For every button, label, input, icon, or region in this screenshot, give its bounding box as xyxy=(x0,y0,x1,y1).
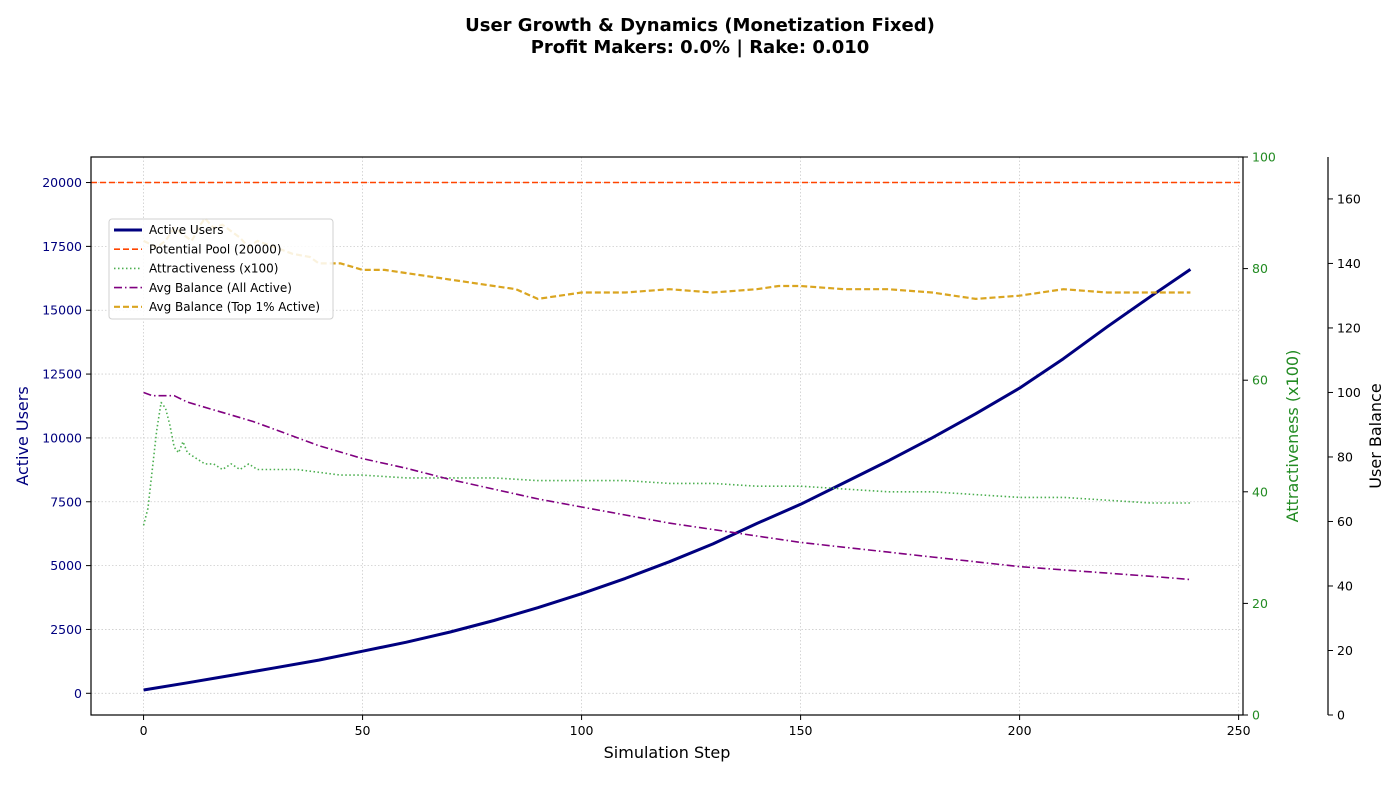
x-axis-label: Simulation Step xyxy=(604,743,731,762)
far-right-tick-label: 40 xyxy=(1337,578,1353,593)
legend-label: Avg Balance (Top 1% Active) xyxy=(149,300,320,314)
legend-box xyxy=(108,218,334,320)
right-axis-label: Attractiveness (x100) xyxy=(1283,350,1302,523)
legend-label: Attractiveness (x100) xyxy=(149,262,279,276)
legend-label: Potential Pool (20000) xyxy=(149,242,282,256)
right-tick-label: 80 xyxy=(1252,261,1268,276)
x-tick-label: 150 xyxy=(789,723,813,738)
series-line-0 xyxy=(143,268,1192,692)
right-tick-label: 20 xyxy=(1252,596,1268,611)
left-tick-label: 5000 xyxy=(50,558,82,573)
far-right-tick-label: 20 xyxy=(1337,643,1353,658)
legend: Active Users Potential Pool (20000) Attrac… xyxy=(108,218,334,320)
left-axis-label: Active Users xyxy=(13,386,32,485)
left-axis: 0 2500 5000 7500 10000 12500 15000 17500 20000 xyxy=(42,175,91,701)
series-line-2 xyxy=(142,401,1191,526)
x-tick-label: 0 xyxy=(140,723,148,738)
left-tick-label: 15000 xyxy=(42,303,82,318)
chart-subtitle: Profit Makers: 0.0% | Rake: 0.010 xyxy=(531,37,870,58)
legend-label: Avg Balance (All Active) xyxy=(149,281,292,295)
x-tick-label: 50 xyxy=(355,723,371,738)
legend-label: Active Users xyxy=(149,223,224,237)
far-right-tick-label: 120 xyxy=(1337,320,1361,335)
right-tick-label: 100 xyxy=(1252,150,1276,165)
chart-title: User Growth & Dynamics (Monetization Fix… xyxy=(465,15,935,36)
left-tick-label: 20000 xyxy=(42,175,82,190)
right-tick-label: 40 xyxy=(1252,484,1268,499)
far-right-tick-label: 160 xyxy=(1337,191,1361,206)
x-tick-label: 250 xyxy=(1227,723,1251,738)
right-axis: 0 20 40 60 80 100 xyxy=(1243,150,1276,723)
left-tick-label: 0 xyxy=(74,686,82,701)
far-right-tick-label: 140 xyxy=(1337,256,1361,271)
far-right-tick-label: 60 xyxy=(1337,514,1353,529)
left-tick-label: 17500 xyxy=(42,239,82,254)
far-right-tick-label: 0 xyxy=(1337,708,1345,723)
far-right-axis: 0 20 40 60 80 100 120 140 160 xyxy=(1327,157,1361,723)
left-tick-label: 10000 xyxy=(42,430,82,445)
right-tick-label: 0 xyxy=(1252,708,1260,723)
far-right-tick-label: 80 xyxy=(1337,449,1353,464)
plot-frame xyxy=(90,156,1244,716)
far-right-axis-label: User Balance xyxy=(1366,383,1385,488)
left-tick-label: 2500 xyxy=(50,622,82,637)
x-tick-label: 200 xyxy=(1008,723,1032,738)
far-right-tick-label: 100 xyxy=(1337,385,1361,400)
left-tick-label: 7500 xyxy=(50,494,82,509)
x-tick-label: 100 xyxy=(570,723,594,738)
left-tick-label: 12500 xyxy=(42,367,82,382)
series-line-3 xyxy=(143,391,1191,581)
x-axis: 0 50 100 150 200 250 xyxy=(140,715,1251,738)
right-tick-label: 60 xyxy=(1252,373,1268,388)
